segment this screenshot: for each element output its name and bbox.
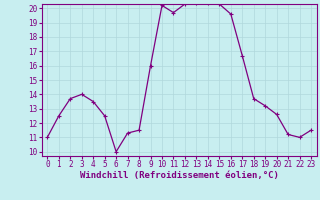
X-axis label: Windchill (Refroidissement éolien,°C): Windchill (Refroidissement éolien,°C) <box>80 171 279 180</box>
